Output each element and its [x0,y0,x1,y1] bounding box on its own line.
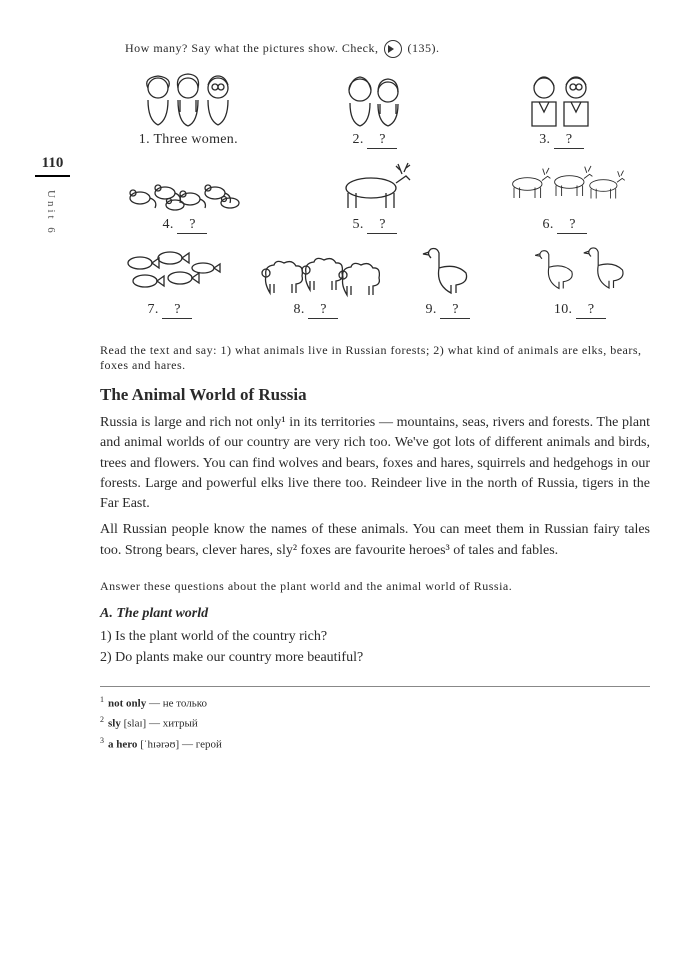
women-illustration [100,70,277,128]
exercise3-instruction: Answer these questions about the plant w… [100,579,650,594]
picture-cell-2: 2. ? [287,70,464,149]
article-title: The Animal World of Russia [100,385,650,405]
caption-2: 2. ? [287,132,464,149]
exercise2-instruction: Read the text and say: 1) what animals l… [100,343,650,373]
footnote-1: 1not only — не только [100,693,650,713]
caption-3: 3. ? [473,132,650,149]
caption-9: 9. ? [392,302,504,319]
picture-cell-6: 6. ? [480,155,650,234]
footnote-2: 2sly [slaɪ] — хитрый [100,713,650,733]
footnote-3: 3a hero [ˈhɪərəʊ] — герой [100,734,650,754]
caption-7: 7. ? [100,302,240,319]
picture-cell-5: 5. ? [290,155,460,234]
picture-row: 7. ? [100,240,650,319]
caption-10: 10. ? [510,302,650,319]
children-illustration [287,70,464,128]
section-a-title: A. The plant world [100,606,650,622]
textbook-page: 110 Unit 6 How many? Say what the pictur… [0,0,700,774]
three-deer-illustration [480,155,650,213]
picture-row: 1. Three women. 2. ? [100,70,650,149]
question-2: 2) Do plants make our country more beaut… [100,647,650,668]
footnotes: 1not only — не только 2sly [slaɪ] — хитр… [100,686,650,754]
men-illustration [473,70,650,128]
picture-cell-9: 9. ? [392,240,504,319]
article-paragraph-2: All Russian people know the names of the… [100,520,650,561]
deer-illustration [290,155,460,213]
goose-illustration [392,240,504,298]
picture-cell-8: 8. ? [246,240,386,319]
picture-grid: 1. Three women. 2. ? [100,70,650,319]
picture-cell-3: 3. ? [473,70,650,149]
sheep-illustration [246,240,386,298]
caption-8: 8. ? [246,302,386,319]
audio-icon [384,40,402,58]
mice-illustration [100,155,270,213]
page-number: 110 [35,155,70,177]
instruction-text: How many? Say what the pictures show. Ch… [125,41,379,55]
picture-row: 4. ? 5. ? [100,155,650,234]
exercise1-instruction: How many? Say what the pictures show. Ch… [125,40,650,58]
picture-cell-7: 7. ? [100,240,240,319]
picture-cell-4: 4. ? [100,155,270,234]
question-1: 1) Is the plant world of the country ric… [100,626,650,647]
unit-label: Unit 6 [45,190,57,236]
caption-1: 1. Three women. [100,132,277,148]
picture-cell-1: 1. Three women. [100,70,277,149]
instruction-ref: (135). [408,41,440,55]
caption-6: 6. ? [480,217,650,234]
caption-4: 4. ? [100,217,270,234]
fish-illustration [100,240,240,298]
picture-cell-10: 10. ? [510,240,650,319]
geese-illustration [510,240,650,298]
article-paragraph-1: Russia is large and rich not only¹ in it… [100,413,650,514]
caption-5: 5. ? [290,217,460,234]
question-list: 1) Is the plant world of the country ric… [100,626,650,668]
